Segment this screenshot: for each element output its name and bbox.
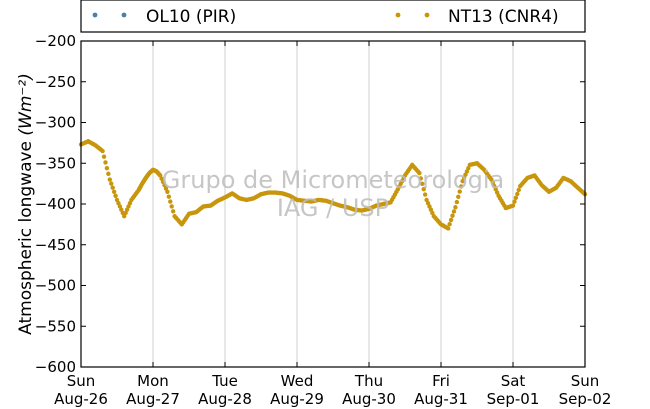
data-point (106, 171, 111, 177)
legend-marker (92, 12, 98, 18)
x-tick-label-date: Aug-31 (414, 390, 468, 408)
data-point (109, 181, 114, 186)
y-tick-label: −450 (35, 236, 76, 254)
y-axis: −600 −550 −500 −450 −400 −350 −300 −250 −200 Atmo… (16, 32, 585, 376)
data-point (101, 154, 107, 159)
data-point (420, 181, 425, 186)
legend-label: NT13 (CNR4) (448, 7, 559, 27)
y-tick-label: −300 (35, 114, 76, 132)
x-tick-label-date: Aug-29 (270, 390, 324, 408)
data-point (170, 209, 176, 214)
x-tick-label-day: Tue (211, 372, 238, 390)
data-point (458, 184, 464, 189)
y-axis-title-text: Atmospheric longwave (16, 136, 36, 335)
data-point (169, 204, 174, 209)
data-point (111, 189, 117, 194)
data-point (165, 189, 170, 194)
data-point (513, 195, 519, 201)
data-point (512, 199, 517, 204)
y-tick-label: −550 (35, 317, 76, 335)
data-point (516, 187, 521, 193)
data-point (421, 186, 426, 192)
legend-marker (395, 12, 401, 18)
data-point (107, 177, 113, 182)
data-point (168, 199, 173, 204)
data-point (110, 185, 115, 190)
x-tick-label-day: Mon (137, 372, 169, 390)
data-point (453, 205, 458, 210)
x-tick-label-day: Sun (571, 372, 600, 390)
data-point (510, 203, 516, 208)
watermark-line: Grupo de Micrometeorologia (162, 166, 504, 194)
x-tick-label-day: Sat (501, 372, 526, 390)
data-point (104, 165, 110, 171)
data-point (418, 176, 424, 181)
data-point (457, 189, 462, 194)
data-point (113, 193, 118, 199)
legend-label: OL10 (PIR) (146, 7, 236, 27)
x-tick-label-date: Sep-01 (487, 390, 540, 408)
x-tick-label-day: Fri (432, 372, 450, 390)
x-tick-label-date: Aug-30 (342, 390, 396, 408)
x-tick-label-date: Aug-26 (54, 390, 108, 408)
x-tick-label-day: Sun (67, 372, 96, 390)
x-tick-label-date: Sep-02 (559, 390, 612, 408)
data-point (417, 170, 422, 176)
y-tick-label: −400 (35, 195, 76, 213)
series-points (78, 139, 588, 231)
y-tick-label: −250 (35, 73, 76, 91)
data-point (422, 192, 428, 197)
x-tick-label-date: Aug-27 (126, 390, 180, 408)
x-tick-label-day: Thu (354, 372, 383, 390)
data-point (515, 191, 520, 197)
data-point (166, 194, 172, 199)
data-point (454, 199, 460, 205)
data-point (456, 194, 461, 200)
data-point (446, 226, 451, 231)
y-axis-title-units: (Wm⁻²) (16, 73, 36, 135)
data-point (447, 222, 452, 227)
legend-marker (424, 12, 430, 18)
plot-area (78, 40, 588, 368)
data-point (100, 148, 105, 154)
y-axis-title: Atmospheric longwave (Wm⁻²) (16, 73, 36, 335)
y-tick-label: −200 (35, 32, 76, 50)
watermark-line: IAG / USP (277, 194, 389, 222)
data-point (448, 217, 454, 223)
legend-marker (121, 12, 127, 18)
data-point (450, 213, 455, 218)
legend: OL10 (PIR) NT13 (CNR4) (80, 0, 586, 33)
y-tick-label: −500 (35, 277, 76, 295)
x-tick-label-date: Aug-28 (198, 390, 252, 408)
data-point (103, 160, 108, 165)
y-tick-label: −350 (35, 154, 76, 172)
data-point (451, 209, 457, 214)
x-axis: SunAug-26MonAug-27TueAug-28WedAug-29ThuA… (54, 41, 611, 408)
x-tick-label-day: Wed (281, 372, 314, 390)
legend-box (80, 0, 586, 33)
y-tick-label: −600 (35, 358, 76, 376)
